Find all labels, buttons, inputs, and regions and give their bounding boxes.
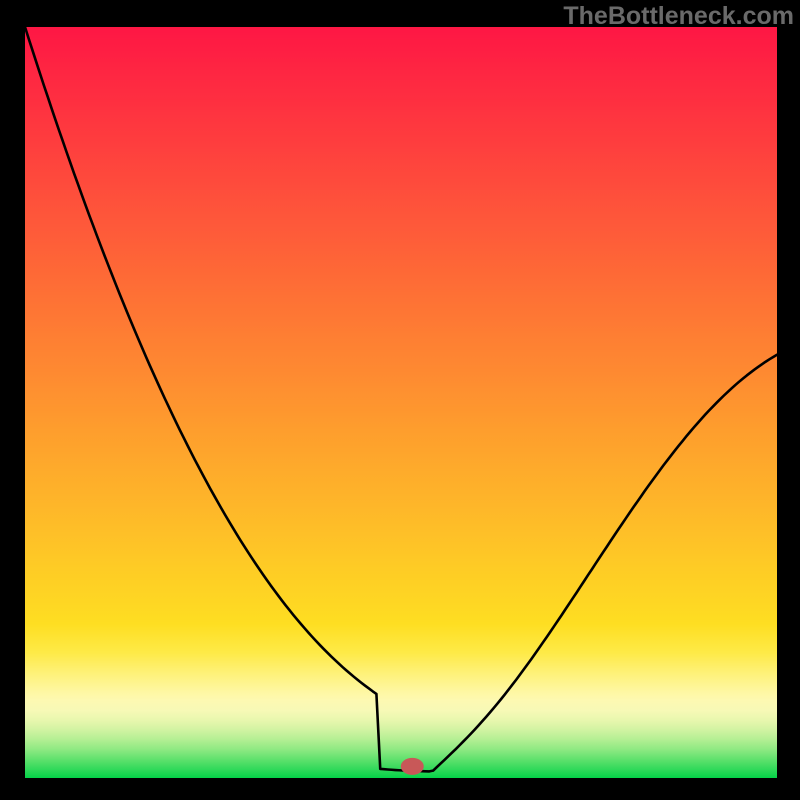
sweet-spot-marker	[401, 758, 424, 775]
chart-svg	[0, 0, 800, 800]
chart-container: TheBottleneck.com	[0, 0, 800, 800]
gradient-background	[25, 27, 777, 778]
watermark-text: TheBottleneck.com	[563, 2, 794, 31]
